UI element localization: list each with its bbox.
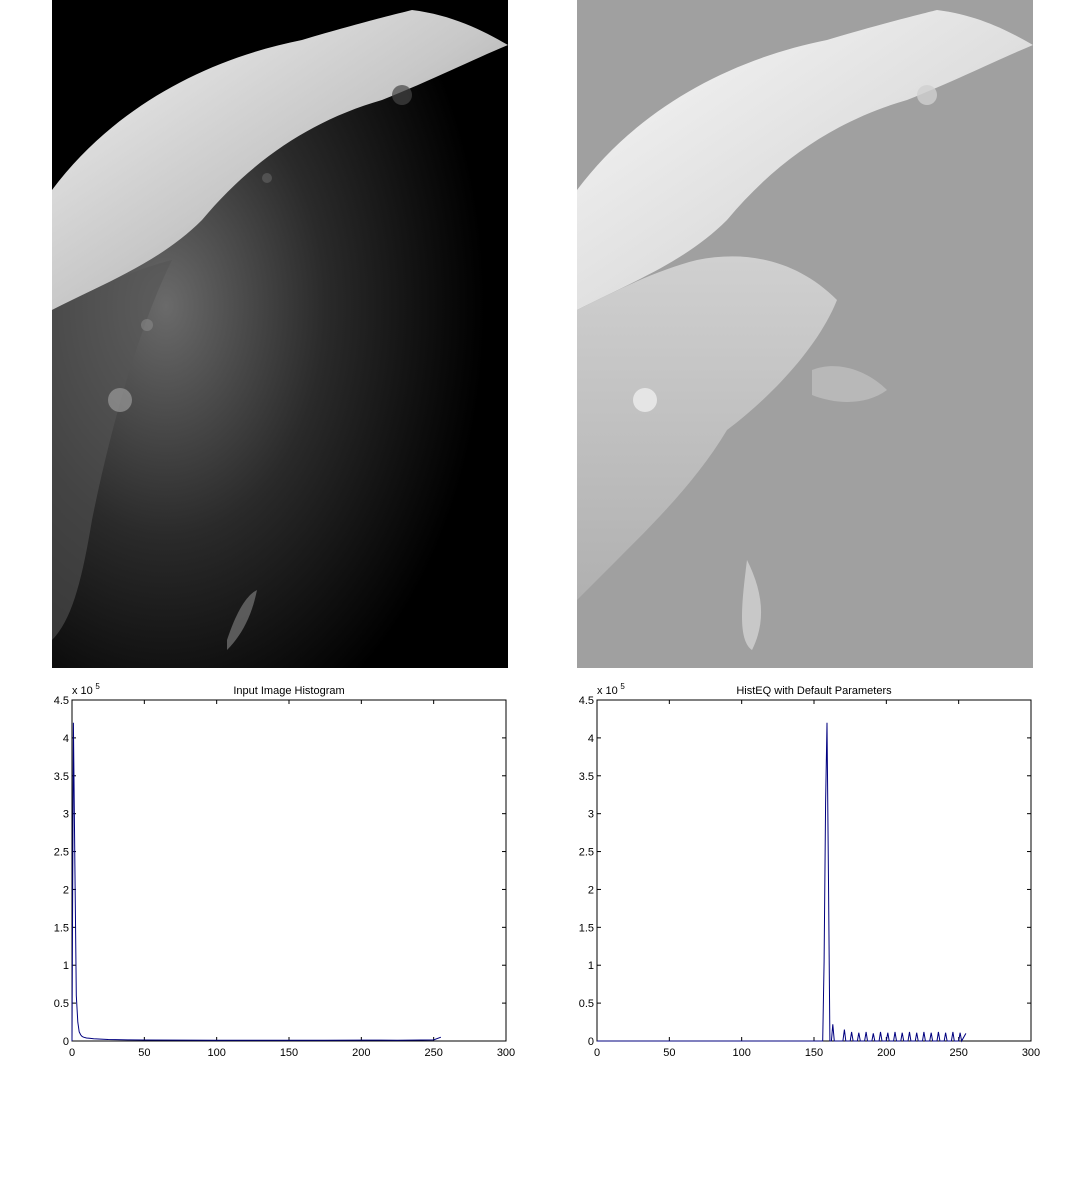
x-tick-label: 50 bbox=[663, 1047, 675, 1059]
y-tick-label: 1 bbox=[588, 960, 594, 972]
y-tick-label: 4 bbox=[63, 733, 69, 745]
y-tick-label: 1.5 bbox=[579, 922, 594, 934]
x-tick-label: 200 bbox=[352, 1047, 370, 1059]
y-exponent-label: x 10 bbox=[72, 685, 93, 697]
series-line bbox=[71, 722, 442, 1042]
y-exponent-power: 5 bbox=[620, 682, 625, 691]
y-tick-label: 2.5 bbox=[579, 847, 594, 859]
y-tick-label: 4.5 bbox=[54, 695, 69, 707]
histeq-chart: HistEQ with Default Parameters 0 50 100 150 2… bbox=[555, 676, 1045, 1066]
y-tick-label: 0.5 bbox=[54, 998, 69, 1010]
y-exponent-power: 5 bbox=[95, 682, 100, 691]
x-tick-label: 0 bbox=[69, 1047, 75, 1059]
x-tick-label: 100 bbox=[732, 1047, 750, 1059]
chart-title: HistEQ with Default Parameters bbox=[736, 685, 892, 697]
chart-title: Input Image Histogram bbox=[233, 685, 344, 697]
y-tick-label: 2 bbox=[588, 884, 594, 896]
x-tick-label: 250 bbox=[424, 1047, 442, 1059]
x-tick-label: 300 bbox=[1022, 1047, 1040, 1059]
y-tick-label: 4 bbox=[588, 733, 594, 745]
x-tick-label: 250 bbox=[949, 1047, 967, 1059]
y-tick-label: 2.5 bbox=[54, 847, 69, 859]
plot-frame bbox=[71, 699, 507, 1042]
y-tick-label: 4.5 bbox=[579, 695, 594, 707]
y-tick-label: 0 bbox=[588, 1036, 594, 1048]
x-tick-label: 150 bbox=[805, 1047, 823, 1059]
x-tick-label: 0 bbox=[594, 1047, 600, 1059]
input-image bbox=[52, 0, 508, 668]
series-line bbox=[597, 722, 967, 1043]
x-tick-label: 300 bbox=[497, 1047, 515, 1059]
x-tick-label: 150 bbox=[280, 1047, 298, 1059]
x-tick-label: 200 bbox=[877, 1047, 895, 1059]
y-exponent-label: x 10 bbox=[597, 685, 618, 697]
input-histogram-chart: Input Image Histogram 0 50 100 150 200 250 300 0… bbox=[30, 676, 520, 1066]
x-tick-label: 100 bbox=[207, 1047, 225, 1059]
equalized-image bbox=[577, 0, 1033, 668]
y-tick-label: 3.5 bbox=[54, 771, 69, 783]
y-tick-label: 0 bbox=[63, 1036, 69, 1048]
y-tick-label: 0.5 bbox=[579, 998, 594, 1010]
y-tick-label: 1 bbox=[63, 960, 69, 972]
plot-frame bbox=[596, 699, 1032, 1042]
y-tick-label: 3 bbox=[588, 809, 594, 821]
y-tick-label: 2 bbox=[63, 884, 69, 896]
x-tick-label: 50 bbox=[138, 1047, 150, 1059]
y-tick-label: 3 bbox=[63, 809, 69, 821]
y-tick-label: 3.5 bbox=[579, 771, 594, 783]
y-tick-label: 1.5 bbox=[54, 922, 69, 934]
